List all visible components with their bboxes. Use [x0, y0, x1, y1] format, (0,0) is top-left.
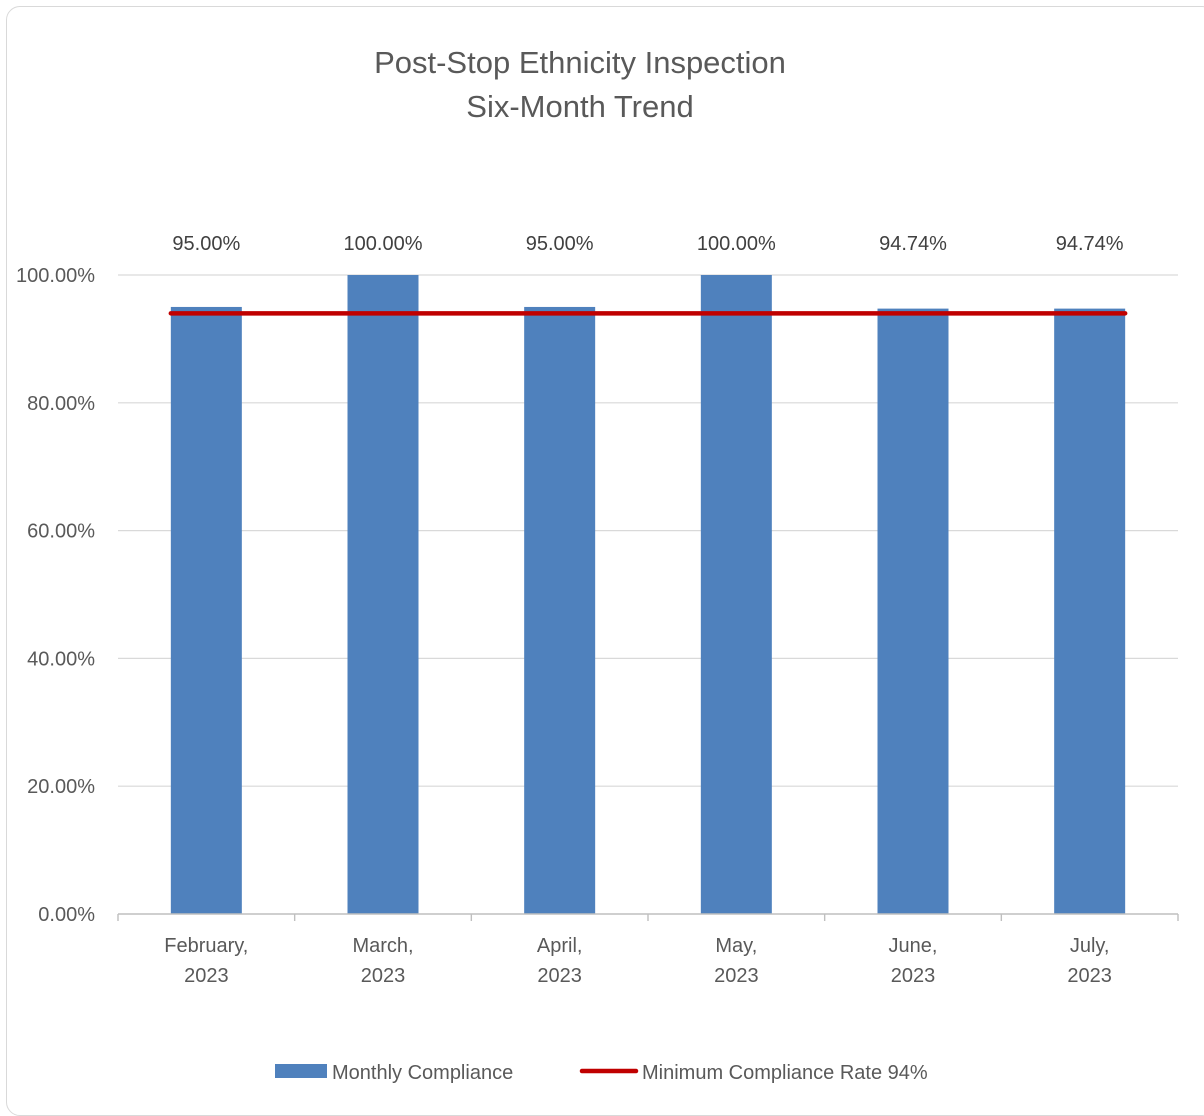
y-tick-label: 60.00%	[27, 521, 95, 543]
x-category-label: 2023	[184, 965, 229, 987]
x-category-label: July,	[1070, 935, 1110, 957]
x-category-label: 2023	[714, 965, 759, 987]
bar-series-monthly-compliance	[170, 275, 1126, 914]
x-category-label: March,	[352, 935, 413, 957]
x-category-label: 2023	[361, 965, 406, 987]
bar	[524, 306, 596, 914]
data-label: 94.74%	[1056, 233, 1124, 255]
x-category-label: February,	[164, 935, 248, 957]
y-tick-label: 40.00%	[27, 648, 95, 670]
data-label: 100.00%	[697, 233, 776, 255]
data-label: 95.00%	[526, 233, 594, 255]
y-tick-label: 0.00%	[38, 904, 95, 926]
legend-label-monthly-compliance: Monthly Compliance	[332, 1062, 513, 1084]
bar	[170, 306, 242, 914]
bar	[347, 275, 419, 914]
data-label: 100.00%	[344, 233, 423, 255]
data-label: 94.74%	[879, 233, 947, 255]
x-category-label: June,	[889, 935, 938, 957]
x-axis	[117, 913, 1179, 921]
x-category-label: 2023	[1067, 965, 1112, 987]
x-category-label: April,	[537, 935, 583, 957]
chart-title: Post-Stop Ethnicity Inspection Six-Month…	[374, 45, 786, 124]
bar	[700, 275, 772, 914]
legend-swatch-monthly-compliance	[275, 1064, 327, 1078]
y-axis-tick-labels: 0.00% 20.00% 40.00% 60.00% 80.00% 100.00%	[16, 265, 95, 926]
chart-title-line-1: Post-Stop Ethnicity Inspection	[374, 45, 786, 80]
bar	[877, 308, 949, 914]
legend: Monthly Compliance Minimum Compliance Ra…	[275, 1062, 928, 1084]
y-tick-label: 80.00%	[27, 393, 95, 415]
x-category-label: 2023	[891, 965, 936, 987]
data-labels: 95.00% 100.00% 95.00% 100.00% 94.74% 94.74%	[172, 233, 1123, 255]
x-category-label: 2023	[537, 965, 582, 987]
data-label: 95.00%	[172, 233, 240, 255]
chart-title-line-2: Six-Month Trend	[466, 89, 693, 124]
x-category-label: May,	[715, 935, 757, 957]
y-tick-label: 100.00%	[16, 265, 95, 287]
x-axis-category-labels: February, 2023 March, 2023 April, 2023 May, 202…	[164, 935, 1112, 987]
legend-label-minimum-compliance: Minimum Compliance Rate 94%	[642, 1062, 928, 1084]
bar	[1054, 308, 1126, 914]
gridlines	[118, 274, 1178, 787]
y-tick-label: 20.00%	[27, 776, 95, 798]
